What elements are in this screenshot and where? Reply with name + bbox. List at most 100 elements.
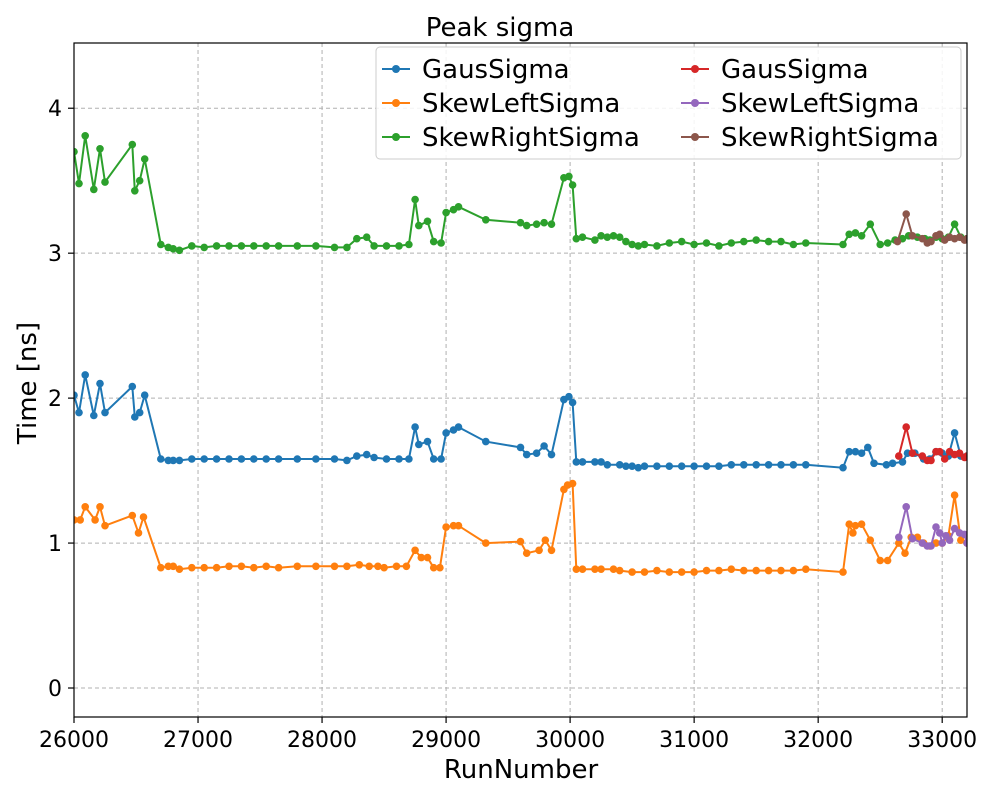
- legend-item: SkewLeftSigma: [681, 89, 919, 119]
- data-point: [908, 232, 917, 240]
- data-point: [250, 242, 258, 250]
- data-point: [237, 455, 246, 463]
- data-point: [81, 371, 89, 379]
- data-point: [454, 423, 463, 431]
- data-point: [866, 536, 875, 544]
- data-point: [895, 533, 903, 542]
- data-point: [293, 455, 302, 463]
- data-point: [702, 566, 711, 575]
- data-point: [950, 524, 959, 533]
- data-point: [423, 553, 432, 562]
- data-point: [353, 452, 361, 460]
- data-point: [353, 234, 361, 243]
- data-point: [74, 391, 78, 399]
- data-point: [839, 568, 847, 576]
- data-point: [690, 240, 698, 249]
- data-point: [101, 178, 109, 186]
- data-point: [634, 463, 643, 472]
- data-point: [908, 449, 917, 458]
- data-point: [945, 536, 954, 544]
- data-point: [789, 461, 798, 469]
- data-point: [715, 242, 723, 250]
- data-point: [442, 523, 450, 531]
- data-point: [131, 413, 139, 421]
- data-point: [516, 537, 525, 546]
- data-point: [330, 455, 339, 463]
- data-point: [262, 562, 271, 571]
- data-point: [157, 563, 165, 572]
- data-point: [169, 456, 177, 465]
- data-point: [101, 521, 109, 530]
- legend-label: GausSigma: [721, 55, 869, 85]
- x-tick-label: 28000: [287, 728, 357, 753]
- chart-title: Peak sigma: [426, 13, 575, 43]
- legend-box: [375, 46, 962, 160]
- data-point: [417, 553, 426, 562]
- data-point: [883, 239, 892, 247]
- series-skewrightsigma-2: [74, 132, 967, 255]
- data-point: [963, 234, 967, 243]
- data-point: [622, 462, 630, 471]
- data-point: [535, 546, 543, 555]
- data-point: [568, 479, 577, 488]
- data-point: [870, 459, 878, 468]
- data-point: [740, 461, 748, 469]
- data-point: [578, 233, 587, 241]
- data-point: [436, 563, 444, 572]
- data-point: [343, 456, 351, 465]
- data-point: [628, 240, 636, 249]
- data-point: [90, 185, 98, 194]
- data-point: [90, 411, 98, 420]
- legend-item: SkewRightSigma: [382, 123, 640, 153]
- data-point: [423, 437, 432, 446]
- y-tick-label: 3: [48, 242, 62, 267]
- data-point: [866, 220, 875, 228]
- data-point: [565, 172, 573, 181]
- data-point: [715, 462, 723, 471]
- data-point: [935, 447, 944, 456]
- data-point: [615, 566, 624, 575]
- data-point: [411, 423, 419, 431]
- data-point: [591, 458, 599, 466]
- data-point: [405, 455, 413, 463]
- data-point: [212, 242, 221, 250]
- data-point: [802, 565, 810, 573]
- data-point: [225, 242, 233, 250]
- data-point: [845, 230, 853, 239]
- data-point: [690, 568, 698, 576]
- data-point: [653, 566, 661, 575]
- data-point: [74, 516, 78, 524]
- data-point: [237, 562, 246, 571]
- data-point: [615, 233, 624, 241]
- legend-swatch-marker: [392, 99, 400, 107]
- data-point: [482, 437, 490, 446]
- y-tick-label: 2: [48, 387, 62, 412]
- data-point: [615, 461, 624, 469]
- data-point: [442, 429, 450, 437]
- x-tick-label: 29000: [411, 728, 481, 753]
- data-point: [200, 563, 208, 572]
- legend-item: GausSigma: [382, 55, 570, 85]
- data-point: [572, 565, 581, 573]
- data-point: [740, 566, 748, 575]
- data-point: [175, 565, 184, 573]
- data-point: [200, 243, 208, 252]
- data-point: [603, 461, 612, 469]
- legend-item: GausSigma: [681, 55, 869, 85]
- data-point: [622, 237, 630, 246]
- data-point: [690, 462, 698, 471]
- data-point: [293, 562, 302, 571]
- data-point: [864, 443, 872, 452]
- legend-swatch-marker: [691, 133, 699, 141]
- data-point: [752, 236, 760, 244]
- data-point: [640, 462, 649, 471]
- data-point: [522, 221, 531, 230]
- data-point: [91, 516, 99, 524]
- data-point: [568, 398, 577, 407]
- data-point: [876, 240, 884, 249]
- data-point: [370, 453, 378, 462]
- data-point: [392, 562, 401, 571]
- data-point: [740, 237, 748, 246]
- data-point: [634, 242, 643, 250]
- data-point: [752, 461, 760, 469]
